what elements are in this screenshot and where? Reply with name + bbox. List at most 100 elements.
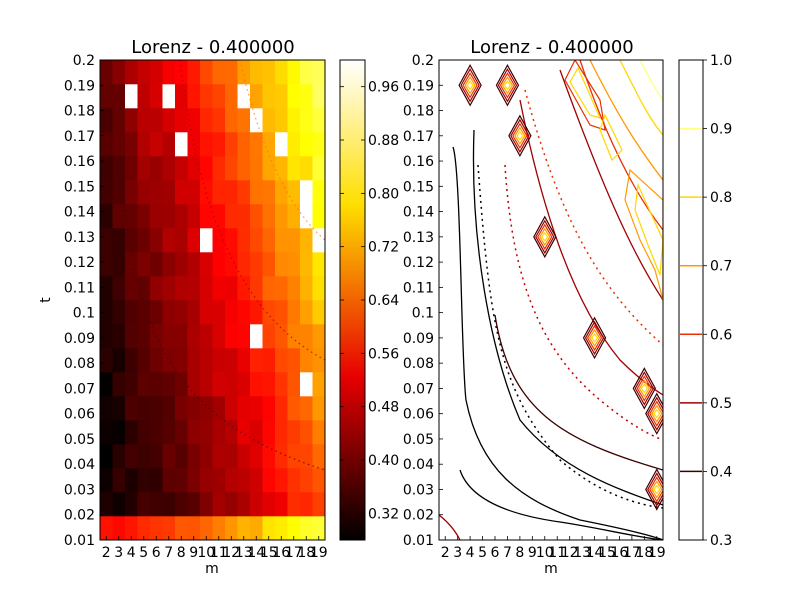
heatmap-frame xyxy=(99,59,326,541)
heatmap-cell xyxy=(300,276,313,301)
heatmap-cell xyxy=(175,252,188,277)
y-tick-label: 0.08 xyxy=(64,356,95,372)
heatmap-cell xyxy=(250,492,263,517)
heatmap-dotted-contours xyxy=(119,59,326,471)
heatmap-cell xyxy=(125,468,138,493)
heatmap-cell xyxy=(237,300,251,325)
contour-diamond-marker xyxy=(503,80,512,91)
colorbar-tick-label: 0.64 xyxy=(368,293,399,309)
y-tick-label: 0.2 xyxy=(73,53,95,69)
heatmap-cell xyxy=(162,300,176,325)
heatmap-cell xyxy=(300,324,313,349)
heatmap-cell xyxy=(312,372,326,397)
contour-diamond-marker xyxy=(462,72,478,99)
heatmap-cell xyxy=(287,444,301,469)
contour-diamond-marker xyxy=(636,375,653,402)
heatmap-cell xyxy=(137,492,151,517)
contour-x-axis-label: m xyxy=(544,561,558,577)
x-tick-label: 6 xyxy=(491,545,500,561)
contour-diamond-marker xyxy=(582,316,607,360)
heatmap-cell xyxy=(137,444,151,469)
contour-diamond-marker xyxy=(653,408,661,419)
heatmap-cell xyxy=(212,228,226,253)
colorbar-tick-label: 0.72 xyxy=(368,240,399,256)
heatmap-cell xyxy=(175,300,188,325)
heatmap-cell xyxy=(237,84,251,109)
y-tick-label: 0.06 xyxy=(64,407,95,423)
heatmap-cell xyxy=(287,108,301,133)
heatmap-cell xyxy=(112,60,126,85)
heatmap-cell xyxy=(250,468,263,493)
contour-legend-tick-label: 0.5 xyxy=(710,396,732,412)
heatmap-cell xyxy=(250,372,263,397)
contour-y-tick-labels: 0.01 0.02 0.03 0.04 0.05 0.06 0.07 0.08 0.09 0.1 0… xyxy=(403,53,443,549)
heatmap-cell xyxy=(225,84,238,109)
y-tick-label: 0.11 xyxy=(403,280,434,296)
heatmap-cell xyxy=(250,252,263,277)
contour-legend-tick-label: 0.6 xyxy=(710,327,732,343)
heatmap-cell xyxy=(275,108,288,133)
heatmap-cell xyxy=(175,348,188,373)
heatmap-dotted-contour xyxy=(179,59,326,361)
heatmap-cell xyxy=(225,420,238,445)
heatmap-title: Lorenz - 0.400000 xyxy=(131,37,295,58)
heatmap-cell xyxy=(225,60,238,85)
x-tick-label: 19 xyxy=(310,545,328,561)
heatmap-cell xyxy=(162,60,176,85)
y-tick-label: 0.16 xyxy=(403,154,434,170)
heatmap-cell xyxy=(137,276,151,301)
x-tick-label: 17 xyxy=(623,545,641,561)
heatmap-cell xyxy=(200,516,213,541)
heatmap-cell xyxy=(250,180,263,205)
contour-line-0.3-lower xyxy=(459,469,663,540)
heatmap-cell xyxy=(237,204,251,229)
heatmap-cell xyxy=(187,108,201,133)
heatmap-cell xyxy=(275,180,288,205)
heatmap-cell xyxy=(212,420,226,445)
heatmap-cell xyxy=(137,348,151,373)
heatmap-cell xyxy=(187,396,201,421)
heatmap-cell xyxy=(125,324,138,349)
heatmap-cell xyxy=(100,84,113,109)
heatmap-cell xyxy=(175,156,188,181)
contour-diamond-marker xyxy=(634,371,655,406)
heatmap-cell xyxy=(200,372,213,397)
heatmap-cell xyxy=(212,516,226,541)
heatmap-cell xyxy=(175,420,188,445)
y-tick-label: 0.03 xyxy=(64,482,95,498)
heatmap-cell xyxy=(300,156,313,181)
heatmap-cell xyxy=(112,468,126,493)
x-tick-label: 10 xyxy=(536,545,554,561)
x-tick-label: 8 xyxy=(515,545,524,561)
heatmap-cell xyxy=(275,84,288,109)
heatmap-cell xyxy=(125,108,138,133)
y-tick-label: 0.09 xyxy=(403,331,434,347)
heatmap-cell xyxy=(225,300,238,325)
heatmap-cell xyxy=(150,444,163,469)
heatmap-cell xyxy=(312,180,326,205)
heatmap-cell xyxy=(162,276,176,301)
heatmap-cell xyxy=(212,132,226,157)
x-tick-label: 9 xyxy=(528,545,537,561)
heatmap-cell xyxy=(312,396,326,421)
heatmap-cell xyxy=(275,156,288,181)
heatmap-y-axis-label: t xyxy=(38,297,54,303)
heatmap-cell xyxy=(162,372,176,397)
heatmap-cell xyxy=(300,84,313,109)
colorbar-tick-label: 0.96 xyxy=(368,80,399,96)
heatmap-cell xyxy=(287,156,301,181)
heatmap-cell xyxy=(187,60,201,85)
heatmap-dotted-contour xyxy=(119,149,326,471)
contour-diamond-marker xyxy=(539,227,551,246)
contour-legend-tick-label: 0.8 xyxy=(710,190,732,206)
heatmap-cell xyxy=(225,156,238,181)
heatmap-cell xyxy=(112,300,126,325)
colorbar-tick-label: 0.32 xyxy=(368,506,399,522)
contour-diamond-marker xyxy=(495,64,520,107)
heatmap-cell xyxy=(100,156,113,181)
heatmap-cell xyxy=(275,396,288,421)
heatmap-cell xyxy=(125,492,138,517)
x-tick-label: 3 xyxy=(453,545,462,561)
x-tick-label: 12 xyxy=(222,545,240,561)
